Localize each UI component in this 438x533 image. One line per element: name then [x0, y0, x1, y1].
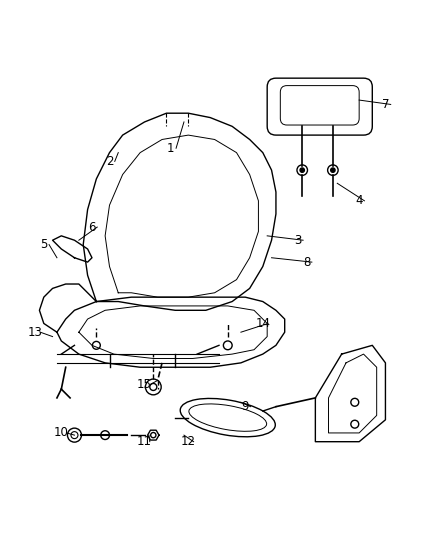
Text: 3: 3	[294, 233, 301, 247]
Text: 7: 7	[381, 98, 389, 111]
Text: 5: 5	[40, 238, 47, 251]
Text: 11: 11	[137, 435, 152, 448]
Text: 12: 12	[181, 435, 196, 448]
Circle shape	[331, 168, 335, 172]
Text: 14: 14	[255, 317, 270, 330]
Circle shape	[300, 168, 304, 172]
Text: 13: 13	[28, 326, 42, 338]
Text: 1: 1	[167, 142, 175, 155]
Text: 10: 10	[54, 426, 69, 439]
Text: 9: 9	[241, 400, 249, 413]
Text: 6: 6	[88, 221, 96, 233]
Text: 2: 2	[106, 155, 113, 168]
Text: 15: 15	[137, 378, 152, 391]
Text: 4: 4	[355, 195, 363, 207]
Text: 8: 8	[303, 256, 310, 269]
